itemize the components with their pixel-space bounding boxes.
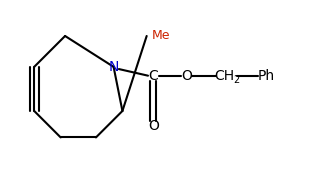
Text: Me: Me: [152, 29, 170, 42]
Text: Ph: Ph: [257, 69, 274, 83]
Text: C: C: [148, 69, 158, 83]
Text: CH: CH: [214, 69, 234, 83]
Text: N: N: [109, 60, 119, 74]
Text: 2: 2: [233, 75, 239, 85]
Text: O: O: [148, 119, 159, 133]
Text: O: O: [181, 69, 192, 83]
